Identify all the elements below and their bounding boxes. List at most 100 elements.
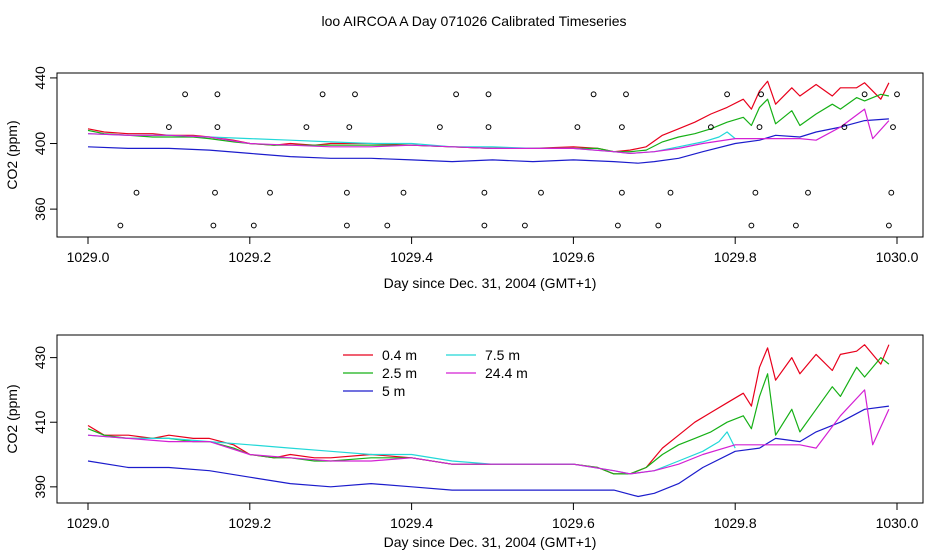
bottom-y-axis-label: CO2 (ppm) bbox=[4, 384, 20, 453]
series-line-2-5-mm bbox=[87, 93, 890, 153]
bottom-x-axis: 1029.0 1029.2 1029.4 1029.6 1029.8 1030.0 bbox=[67, 503, 919, 531]
marker-point bbox=[538, 189, 544, 196]
series-line-5-mm bbox=[87, 118, 889, 164]
top-series-layer bbox=[87, 80, 890, 164]
legend-label: 7.5 m bbox=[485, 347, 520, 363]
x-tick-label: 1029.8 bbox=[714, 515, 757, 531]
bottom-x-axis-label: Day since Dec. 31, 2004 (GMT+1) bbox=[384, 534, 597, 550]
x-tick-label: 1030.0 bbox=[876, 249, 919, 265]
marker-point bbox=[574, 124, 581, 130]
marker-point bbox=[724, 91, 730, 98]
marker-point bbox=[453, 91, 460, 98]
marker-point bbox=[210, 222, 217, 229]
x-tick-label: 1029.0 bbox=[67, 515, 110, 531]
marker-point bbox=[623, 91, 629, 98]
x-tick-label: 1029.4 bbox=[390, 249, 433, 265]
marker-point bbox=[400, 189, 407, 196]
series-line-5-mm bbox=[87, 405, 889, 498]
marker-point bbox=[133, 189, 140, 196]
series-line-7-5-mm bbox=[87, 431, 736, 475]
marker-point bbox=[214, 124, 221, 130]
top-marker-layer bbox=[117, 91, 900, 229]
y-tick-label: 400 bbox=[32, 132, 48, 156]
marker-point bbox=[481, 189, 488, 196]
legend-entry-0-4m: 0.4 m bbox=[343, 347, 417, 363]
bottom-panel: 1029.0 1029.2 1029.4 1029.6 1029.8 1030.0 390… bbox=[4, 334, 924, 550]
legend: 0.4 m 2.5 m 5 m 7.5 m 24.4 m bbox=[343, 347, 528, 399]
marker-point bbox=[250, 222, 257, 229]
marker-point bbox=[752, 189, 759, 196]
marker-point bbox=[890, 124, 896, 130]
marker-point bbox=[214, 91, 221, 98]
x-tick-label: 1029.6 bbox=[552, 515, 595, 531]
legend-label: 0.4 m bbox=[382, 347, 417, 363]
marker-point bbox=[655, 222, 662, 229]
marker-point bbox=[166, 124, 172, 130]
marker-point bbox=[590, 91, 597, 98]
series-line-2-5-mm bbox=[87, 357, 890, 475]
legend-label: 24.4 m bbox=[485, 365, 528, 381]
bottom-series-layer bbox=[87, 344, 890, 498]
legend-label: 2.5 m bbox=[382, 365, 417, 381]
top-panel: 1029.0 1029.2 1029.4 1029.6 1029.8 1030.0 360… bbox=[4, 66, 924, 291]
marker-point bbox=[267, 189, 273, 196]
y-tick-label: 360 bbox=[32, 197, 48, 221]
marker-point bbox=[319, 91, 326, 98]
marker-point bbox=[346, 124, 353, 130]
x-tick-label: 1030.0 bbox=[876, 515, 919, 531]
marker-point bbox=[182, 91, 189, 98]
marker-point bbox=[708, 124, 714, 130]
marker-point bbox=[344, 222, 350, 229]
y-tick-label: 430 bbox=[32, 346, 48, 370]
y-tick-label: 390 bbox=[32, 475, 48, 499]
legend-entry-24-4m: 24.4 m bbox=[446, 365, 528, 381]
marker-point bbox=[861, 91, 868, 98]
marker-point bbox=[344, 189, 350, 196]
bottom-plot-frame bbox=[56, 334, 924, 504]
legend-label: 5 m bbox=[382, 383, 405, 399]
marker-point bbox=[522, 222, 528, 229]
top-y-axis: 360 400 440 bbox=[32, 66, 57, 221]
marker-point bbox=[793, 222, 799, 229]
marker-point bbox=[212, 189, 218, 196]
series-line-24-4-mm bbox=[87, 389, 890, 475]
marker-point bbox=[841, 124, 848, 130]
marker-point bbox=[888, 189, 895, 196]
figure-title: loo AIRCOA A Day 071026 Calibrated Times… bbox=[321, 13, 626, 29]
legend-entry-2-5m: 2.5 m bbox=[343, 365, 417, 381]
marker-point bbox=[758, 91, 764, 98]
marker-point bbox=[481, 222, 488, 229]
marker-point bbox=[619, 124, 625, 130]
x-tick-label: 1029.0 bbox=[67, 249, 110, 265]
x-tick-label: 1029.2 bbox=[228, 249, 271, 265]
y-tick-label: 440 bbox=[32, 66, 48, 90]
x-tick-label: 1029.4 bbox=[390, 515, 433, 531]
marker-point bbox=[384, 222, 391, 229]
marker-point bbox=[615, 222, 621, 229]
top-y-axis-label: CO2 (ppm) bbox=[4, 120, 20, 189]
marker-point bbox=[117, 222, 124, 229]
x-tick-label: 1029.8 bbox=[714, 249, 757, 265]
bottom-y-axis: 390 410 430 bbox=[32, 346, 57, 499]
y-tick-label: 410 bbox=[32, 410, 48, 434]
x-tick-label: 1029.2 bbox=[228, 515, 271, 531]
series-line-7-5-mm bbox=[87, 131, 736, 154]
marker-point bbox=[303, 124, 310, 130]
marker-point bbox=[352, 91, 358, 98]
marker-point bbox=[805, 189, 811, 196]
top-x-axis: 1029.0 1029.2 1029.4 1029.6 1029.8 1030.0 bbox=[67, 237, 919, 265]
marker-point bbox=[667, 189, 674, 196]
marker-point bbox=[485, 124, 492, 130]
marker-point bbox=[886, 222, 892, 229]
series-line-24-4-mm bbox=[87, 108, 890, 154]
top-x-axis-label: Day since Dec. 31, 2004 (GMT+1) bbox=[384, 275, 597, 291]
legend-entry-5m: 5 m bbox=[343, 383, 405, 399]
marker-point bbox=[756, 124, 763, 130]
marker-point bbox=[485, 91, 492, 98]
marker-point bbox=[437, 124, 443, 130]
top-plot-frame bbox=[56, 72, 924, 238]
x-tick-label: 1029.6 bbox=[552, 249, 595, 265]
marker-point bbox=[619, 189, 625, 196]
marker-point bbox=[894, 91, 900, 98]
